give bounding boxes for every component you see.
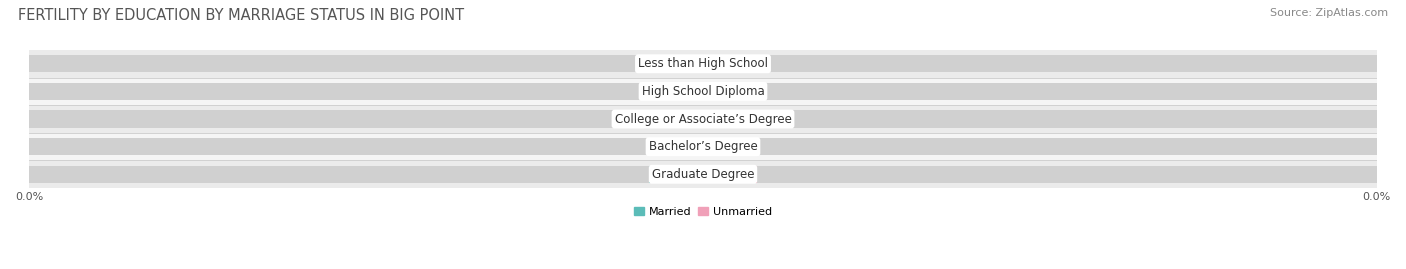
Bar <box>703 166 1376 183</box>
Text: College or Associate’s Degree: College or Associate’s Degree <box>614 112 792 126</box>
Text: 0.0%: 0.0% <box>662 169 690 179</box>
Bar <box>30 50 1376 77</box>
Bar <box>703 55 756 72</box>
Text: FERTILITY BY EDUCATION BY MARRIAGE STATUS IN BIG POINT: FERTILITY BY EDUCATION BY MARRIAGE STATU… <box>18 8 464 23</box>
Bar <box>703 138 756 155</box>
Text: 0.0%: 0.0% <box>662 59 690 69</box>
Bar <box>650 166 703 183</box>
Bar <box>650 111 703 128</box>
Text: Less than High School: Less than High School <box>638 57 768 70</box>
Bar <box>30 55 703 72</box>
Text: Graduate Degree: Graduate Degree <box>652 168 754 181</box>
Bar <box>703 83 756 100</box>
Bar <box>30 111 703 128</box>
Text: Bachelor’s Degree: Bachelor’s Degree <box>648 140 758 153</box>
Bar <box>30 83 703 100</box>
Bar <box>703 166 756 183</box>
Bar <box>30 133 1376 161</box>
Text: 0.0%: 0.0% <box>716 114 744 124</box>
Bar <box>30 166 703 183</box>
Text: 0.0%: 0.0% <box>716 86 744 96</box>
Bar <box>30 161 1376 188</box>
Bar <box>650 83 703 100</box>
Text: 0.0%: 0.0% <box>716 169 744 179</box>
Bar <box>30 138 703 155</box>
Text: 0.0%: 0.0% <box>662 114 690 124</box>
Bar <box>703 111 756 128</box>
Bar <box>703 83 1376 100</box>
Text: Source: ZipAtlas.com: Source: ZipAtlas.com <box>1270 8 1388 18</box>
Bar <box>703 138 1376 155</box>
Bar <box>650 138 703 155</box>
Bar <box>30 105 1376 133</box>
Text: High School Diploma: High School Diploma <box>641 85 765 98</box>
Text: 0.0%: 0.0% <box>662 86 690 96</box>
Bar <box>650 55 703 72</box>
Text: 0.0%: 0.0% <box>662 142 690 152</box>
Bar <box>703 111 1376 128</box>
Bar <box>30 77 1376 105</box>
Bar <box>703 55 1376 72</box>
Legend: Married, Unmarried: Married, Unmarried <box>630 202 776 221</box>
Text: 0.0%: 0.0% <box>716 59 744 69</box>
Text: 0.0%: 0.0% <box>716 142 744 152</box>
